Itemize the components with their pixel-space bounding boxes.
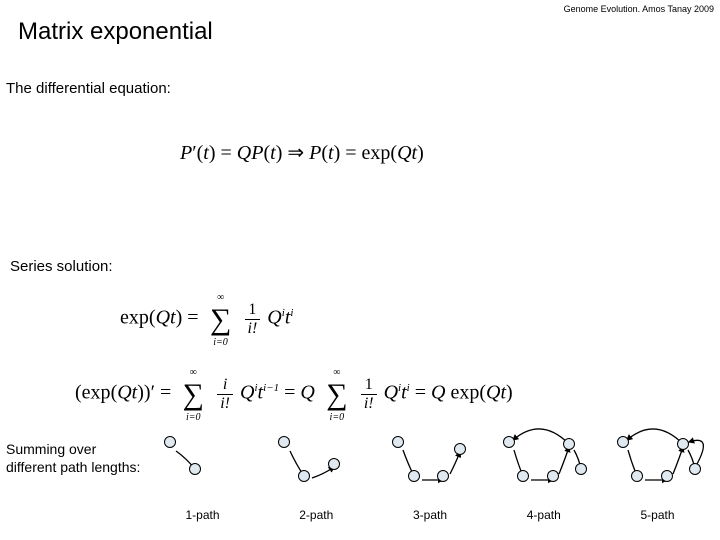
graph-node [278, 436, 290, 448]
graph-node [328, 458, 340, 470]
graph-node [298, 470, 310, 482]
path-diagram-2 [264, 434, 369, 494]
graph-node [437, 470, 449, 482]
path-label-4: 4-path [491, 508, 596, 522]
equation-differential: P′(t) = QP(t) ⇒ P(t) = exp(Qt) [180, 140, 424, 165]
header-attribution: Genome Evolution. Amos Tanay 2009 [564, 4, 714, 14]
path-label-row: 1-path 2-path 3-path 4-path 5-path [150, 508, 710, 522]
path-diagram-row [150, 434, 710, 494]
graph-node [677, 438, 689, 450]
path-label-2: 2-path [264, 508, 369, 522]
graph-node [454, 443, 466, 455]
path-diagram-3 [378, 434, 483, 494]
graph-node [689, 463, 701, 475]
section-summing: Summing over different path lengths: [6, 440, 146, 476]
summation-symbol: ∞ ∑ i=0 [322, 370, 352, 418]
graph-node [164, 436, 176, 448]
fraction: 1 i! [361, 376, 377, 413]
graph-node [408, 470, 420, 482]
eq-text: P′(t) = QP(t) ⇒ P(t) = exp(Qt) [180, 142, 424, 164]
path-label-5: 5-path [605, 508, 710, 522]
graph-node [189, 463, 201, 475]
page-title: Matrix exponential [18, 18, 213, 46]
path-diagram-1 [150, 434, 255, 494]
summation-symbol: ∞ ∑ i=0 [206, 295, 236, 343]
graph-node [392, 436, 404, 448]
path-diagram-5 [605, 434, 710, 494]
equation-series-1: exp(Qt) = ∞ ∑ i=0 1 i! Qiti [120, 295, 293, 343]
path-label-3: 3-path [378, 508, 483, 522]
equation-series-2: (exp(Qt))′ = ∞ ∑ i=0 i i! Qiti−1 = Q ∞ ∑… [75, 370, 513, 418]
path-diagram-4 [491, 434, 596, 494]
fraction: i i! [217, 376, 233, 413]
graph-node [661, 470, 673, 482]
section-series: Series solution: [10, 258, 113, 275]
graph-node [617, 436, 629, 448]
graph-node [631, 470, 643, 482]
path-label-1: 1-path [150, 508, 255, 522]
section-differential: The differential equation: [6, 80, 171, 97]
summation-symbol: ∞ ∑ i=0 [178, 370, 208, 418]
fraction: 1 i! [245, 301, 261, 338]
